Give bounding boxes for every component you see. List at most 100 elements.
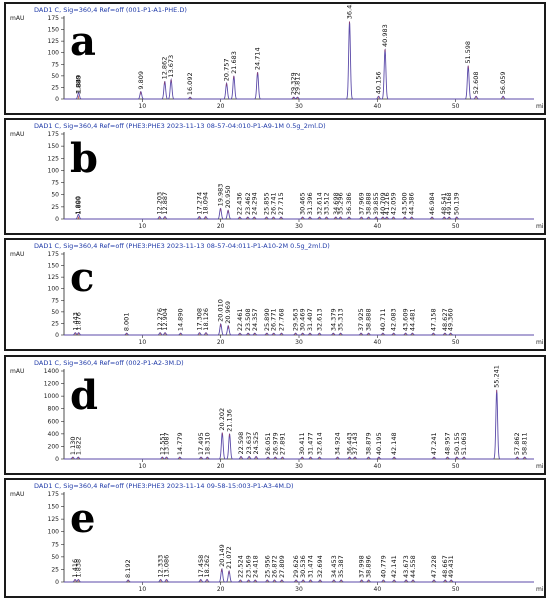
x-tick-label: 20: [217, 339, 225, 346]
y-tick-label: 1400: [44, 368, 59, 375]
peak-label: 23.508: [244, 308, 252, 331]
peak-marker: 34.453: [330, 555, 338, 582]
peak-marker: 18.262: [203, 555, 211, 582]
x-tick-label: 20: [217, 103, 225, 110]
peak-marker: 13.087: [163, 432, 171, 459]
peak-label: 13.086: [163, 555, 171, 578]
peak-label: 40.983: [381, 24, 389, 47]
y-tick-label: 25: [51, 204, 59, 211]
chromatogram-panel-e: DAD1 C, Sig=360,4 Ref=off (PHE3:PHE3 202…: [4, 478, 546, 598]
x-tick-label: 20: [217, 463, 225, 470]
peak-marker: 1.130: [69, 437, 77, 459]
peak-label: 34.698: [332, 192, 340, 215]
peak-marker: 1.880: [75, 76, 83, 99]
peak-marker: 8.001: [123, 313, 131, 335]
x-axis-unit: min: [536, 223, 544, 230]
chromatogram-panel-b: DAD1 C, Sig=360,4 Ref=off (PHE3:PHE3 202…: [4, 118, 546, 235]
chromatogram-panel-d: DAD1 C, Sig=360,4 Ref=off (002-P1-A2-3M.…: [4, 355, 546, 475]
chromatogram-trace: [64, 207, 534, 220]
panel-header: DAD1 C, Sig=360,4 Ref=off (PHE3:PHE3 202…: [34, 482, 294, 490]
peak-marker: 42.059: [389, 192, 397, 219]
peak-marker: 44.386: [408, 192, 416, 219]
peak-marker: 43.609: [402, 308, 410, 335]
peak-marker: 44.481: [408, 308, 416, 335]
x-axis-unit: min: [536, 463, 544, 470]
x-tick-label: 50: [452, 103, 460, 110]
peak-label: 1.838: [74, 559, 82, 578]
peak-marker: 57.862: [513, 432, 521, 459]
peak-label: 51.598: [464, 41, 472, 64]
peak-marker: 14.890: [177, 308, 185, 335]
peak-label: 36.443: [345, 432, 353, 455]
peak-label: 37.969: [357, 192, 365, 215]
peak-marker: 50.155: [453, 432, 461, 459]
peak-marker: 1.849: [74, 75, 82, 99]
peak-label: 24.525: [252, 432, 260, 455]
peak-marker: 31.477: [307, 432, 315, 459]
peak-label: 23.637: [245, 432, 253, 455]
peak-label: 12.276: [156, 308, 164, 331]
peak-label: 17.495: [197, 432, 205, 455]
peak-marker: 22.598: [237, 432, 245, 459]
peak-label: 42.148: [390, 432, 398, 455]
peak-label: 31.396: [306, 192, 314, 215]
peak-marker: 30.536: [299, 555, 307, 582]
peak-label: 1.443: [71, 312, 79, 331]
y-tick-label: 150: [48, 263, 60, 270]
peak-label: 29.329: [290, 72, 298, 95]
x-axis-unit: min: [536, 103, 544, 110]
peak-label: 20.969: [224, 301, 232, 324]
peak-label: 30.536: [299, 555, 307, 578]
peak-marker: 14.779: [176, 432, 184, 459]
x-tick-label: 20: [217, 586, 225, 593]
peak-label: 35.296: [336, 192, 344, 215]
peak-marker: 32.614: [315, 432, 323, 459]
peak-marker: 40.709: [379, 192, 387, 219]
panel-header: DAD1 C, Sig=360,4 Ref=off (002-P1-A2-3M.…: [34, 359, 184, 367]
peak-marker: 31.474: [307, 555, 315, 582]
peak-marker: 23.508: [244, 308, 252, 335]
y-tick-label: 125: [48, 38, 60, 45]
peak-label: 40.195: [375, 432, 383, 455]
peak-marker: 21.136: [226, 409, 234, 437]
y-tick-label: 150: [48, 27, 60, 34]
peak-marker: 26.051: [264, 432, 272, 459]
peak-label: 21.683: [230, 51, 238, 74]
x-tick-label: 40: [374, 103, 382, 110]
peak-label: 50.139: [453, 192, 461, 215]
peak-marker: 48.541: [440, 192, 448, 219]
peak-label: 19.983: [217, 184, 225, 207]
peak-label: 1.880: [75, 76, 83, 95]
peak-label: 27.891: [278, 432, 286, 455]
peak-label: 18.126: [202, 308, 210, 331]
peak-marker: 18.094: [202, 192, 210, 219]
y-tick-label: 25: [51, 566, 59, 573]
panel-letter: c: [70, 254, 95, 302]
peak-label: 40.156: [375, 71, 383, 94]
peak-marker: 40.156: [375, 71, 383, 99]
peak-marker: 36.443: [345, 432, 353, 459]
peak-label: 49.168: [445, 192, 453, 215]
peak-label: 40.779: [379, 555, 387, 578]
peak-marker: 29.626: [292, 555, 300, 582]
peak-marker: 27.891: [278, 432, 286, 459]
peak-marker: 1.809: [74, 196, 82, 219]
peak-label: 35.313: [337, 308, 345, 331]
y-tick-label: 200: [48, 443, 60, 450]
peak-marker: 40.711: [379, 308, 387, 335]
peak-label: 47.241: [430, 432, 438, 455]
peak-marker: 47.158: [429, 308, 437, 335]
chromatogram-plot: mAU 0 25 50 75 100 125 150 175 10 20 30 40 50 min 1.443…: [10, 251, 544, 346]
peak-label: 1.822: [74, 437, 82, 456]
x-tick-label: 40: [374, 223, 382, 230]
peak-label: 1.876: [75, 312, 83, 331]
peak-marker: 36.451: [346, 4, 354, 25]
y-tick-label: 175: [48, 15, 60, 22]
peak-marker: 36.386: [345, 192, 353, 219]
peak-label: 26.741: [269, 192, 277, 215]
y-axis-unit: mAU: [10, 491, 24, 498]
peak-label: 30.469: [299, 308, 307, 331]
y-tick-label: 0: [55, 216, 59, 223]
peak-label: 34.379: [329, 308, 337, 331]
peak-label: 26.771: [270, 308, 278, 331]
